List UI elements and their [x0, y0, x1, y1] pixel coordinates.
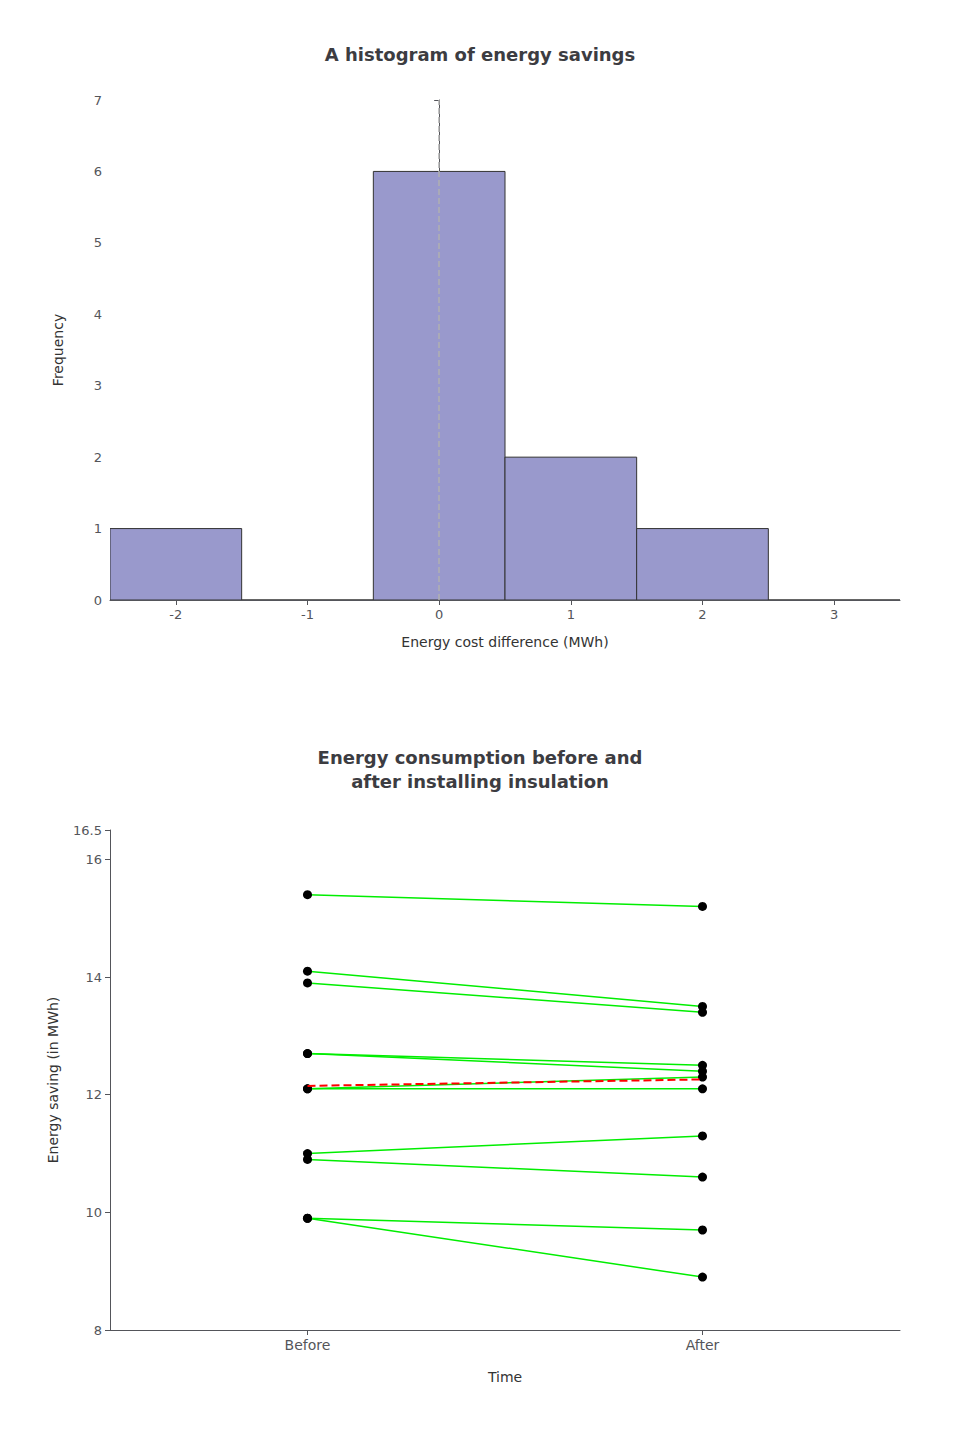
svg-text:Energy cost difference (MWh): Energy cost difference (MWh)	[401, 634, 608, 650]
svg-text:2: 2	[94, 450, 102, 465]
svg-text:-2: -2	[169, 607, 182, 622]
svg-text:Time: Time	[487, 1369, 522, 1385]
svg-text:14: 14	[85, 970, 102, 985]
svg-text:A histogram of energy savings: A histogram of energy savings	[325, 44, 635, 65]
svg-text:1: 1	[94, 521, 102, 536]
svg-text:0: 0	[435, 607, 443, 622]
svg-text:6: 6	[94, 164, 102, 179]
svg-text:16.5: 16.5	[73, 823, 102, 838]
svg-text:1: 1	[567, 607, 575, 622]
svg-text:12: 12	[85, 1087, 102, 1102]
svg-text:after installing insulation: after installing insulation	[351, 771, 609, 792]
svg-text:0: 0	[94, 593, 102, 608]
svg-text:-1: -1	[301, 607, 314, 622]
svg-text:Energy consumption before and: Energy consumption before and	[318, 747, 643, 768]
svg-text:4: 4	[94, 307, 102, 322]
svg-text:2: 2	[698, 607, 706, 622]
svg-text:5: 5	[94, 235, 102, 250]
svg-text:3: 3	[94, 378, 102, 393]
svg-text:7: 7	[94, 93, 102, 108]
svg-text:Before: Before	[285, 1337, 331, 1353]
svg-text:Frequency: Frequency	[50, 314, 66, 386]
svg-text:16: 16	[85, 852, 102, 867]
svg-text:After: After	[686, 1337, 720, 1353]
svg-text:Energy saving (in MWh): Energy saving (in MWh)	[45, 997, 61, 1164]
svg-text:8: 8	[94, 1323, 102, 1338]
svg-text:10: 10	[85, 1205, 102, 1220]
svg-text:3: 3	[830, 607, 838, 622]
